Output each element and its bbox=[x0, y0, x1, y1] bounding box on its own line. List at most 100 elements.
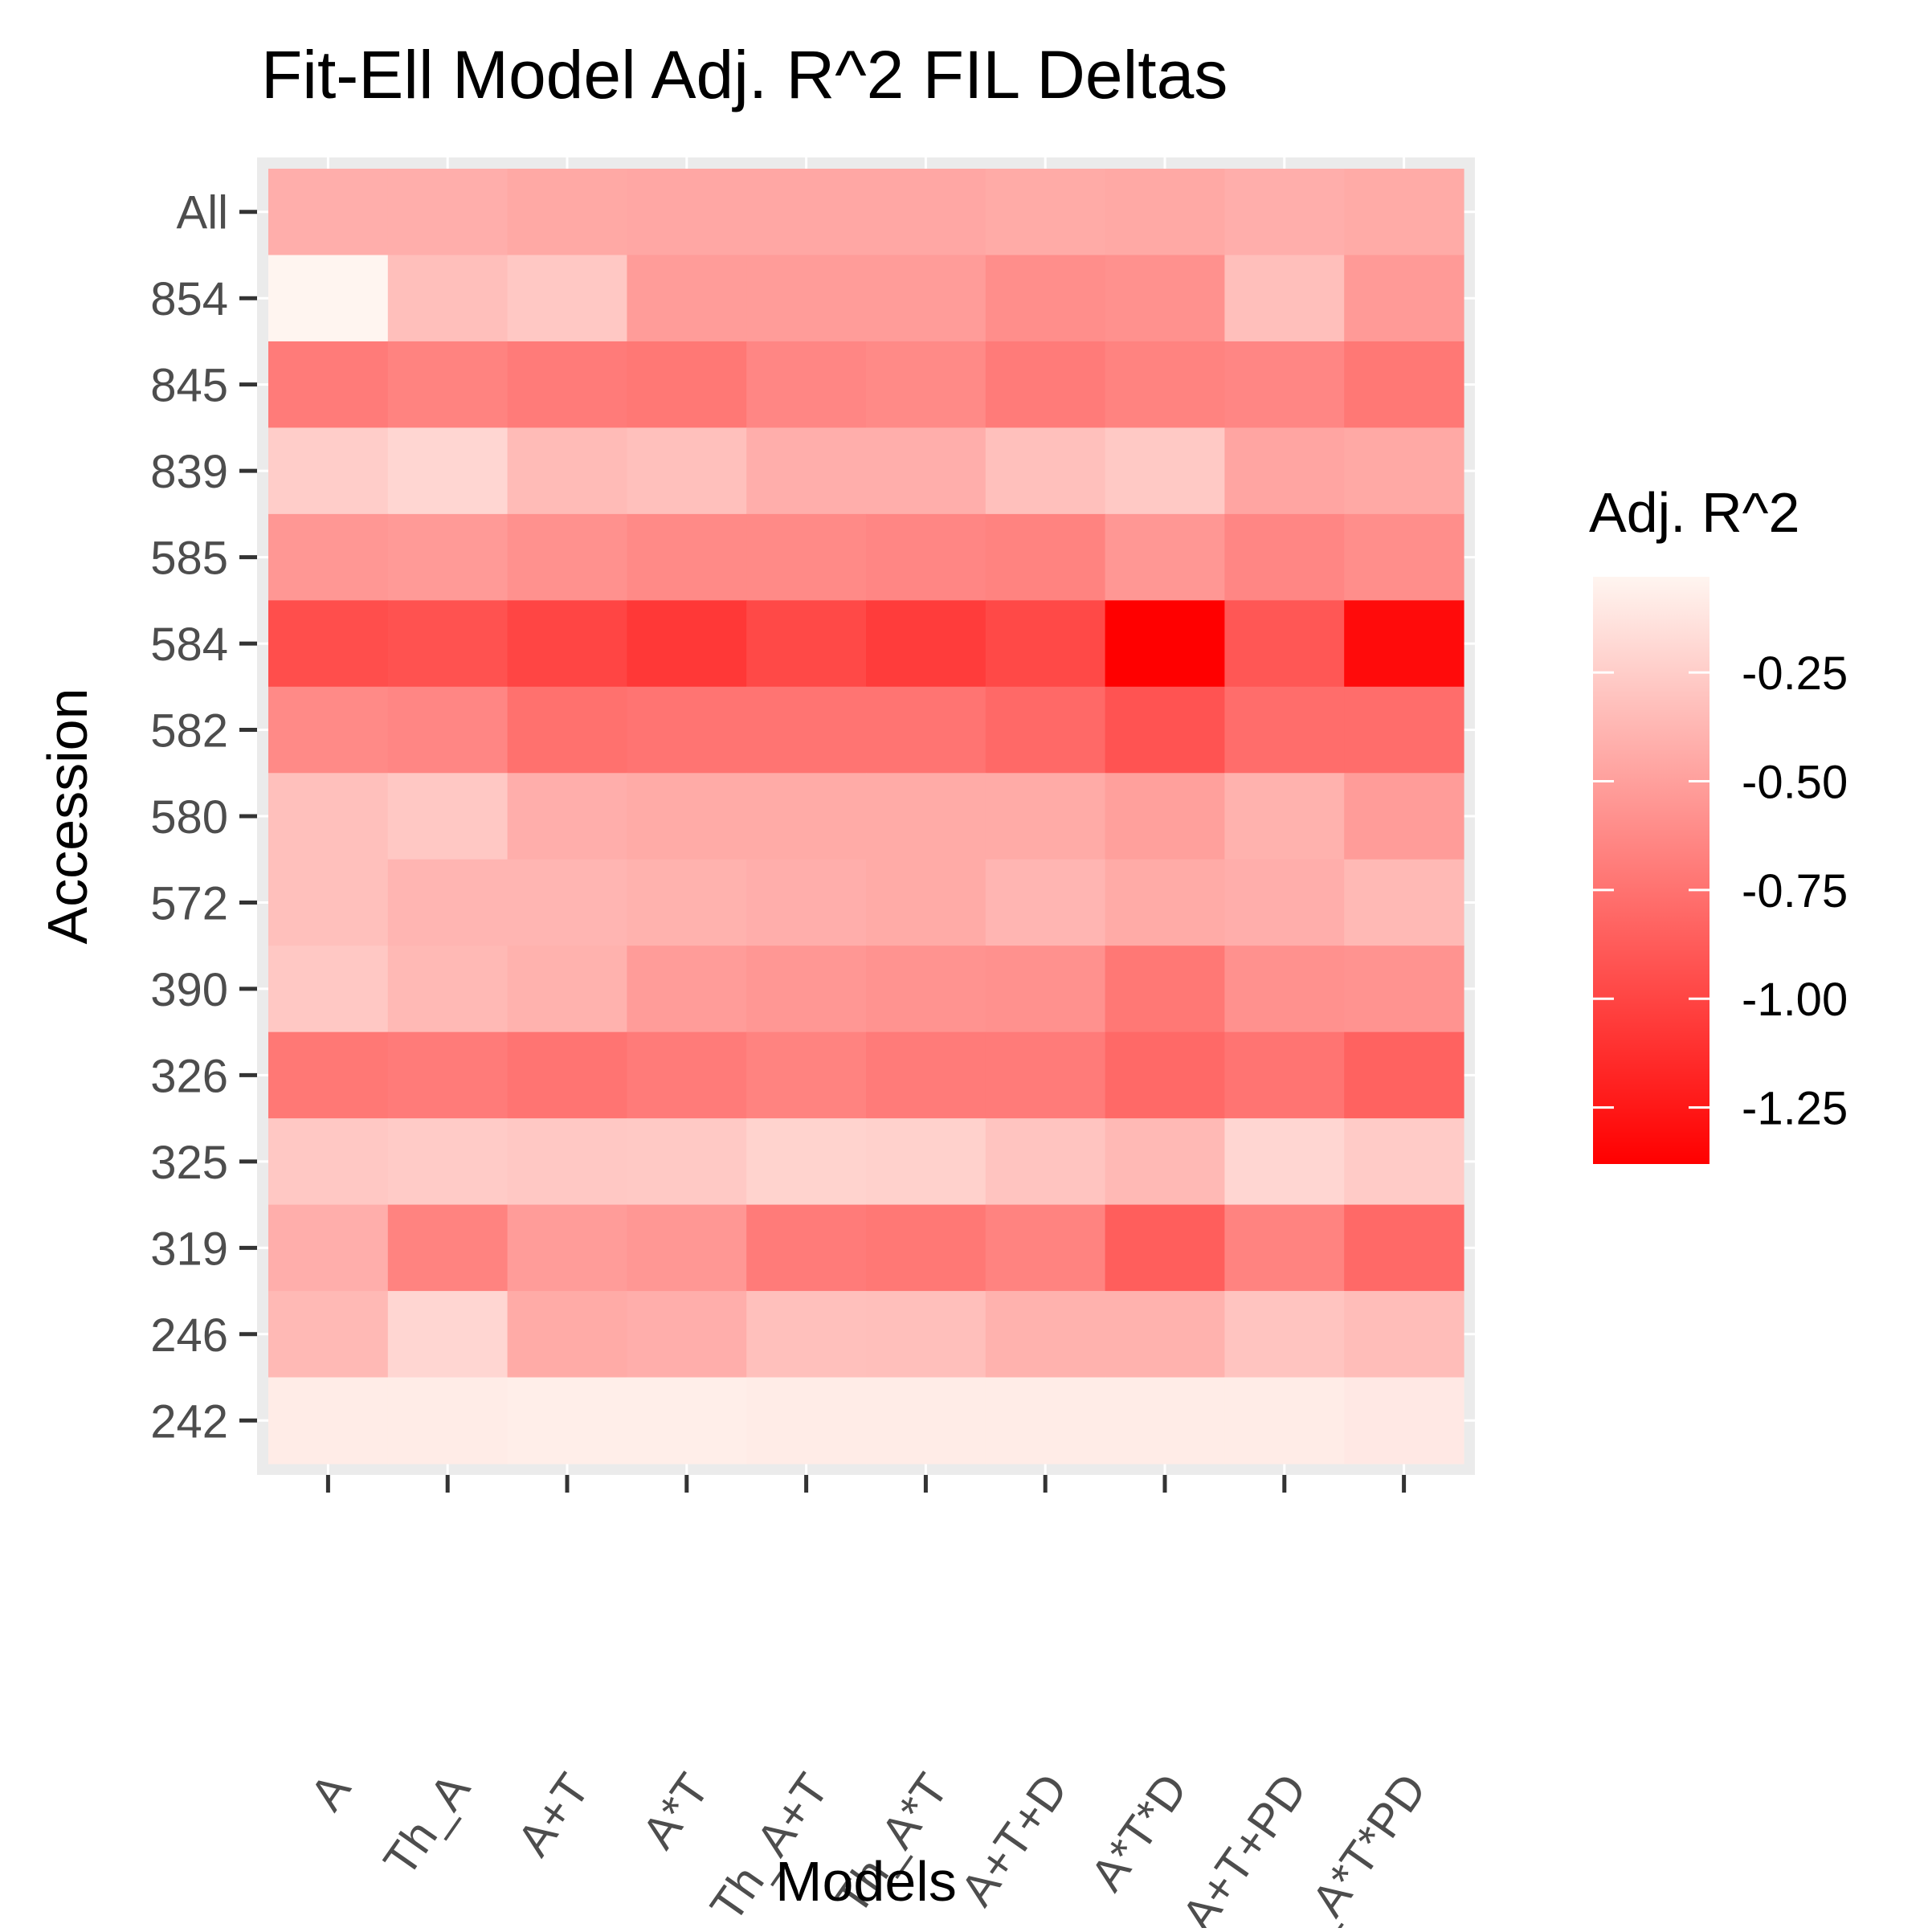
y-tick-label: 242 bbox=[150, 1395, 228, 1448]
x-tick-label: A*T*D bbox=[1080, 1764, 1198, 1900]
heatmap-cell bbox=[746, 427, 867, 515]
heatmap-cell bbox=[387, 1031, 509, 1119]
heatmap-cell bbox=[1224, 1118, 1345, 1206]
colorbar-tick-label: -0.50 bbox=[1742, 756, 1848, 808]
heatmap-cell bbox=[985, 859, 1106, 946]
heatmap-cell bbox=[387, 427, 509, 515]
heatmap-cell bbox=[268, 427, 389, 515]
colorbar-tick-label: -0.75 bbox=[1742, 865, 1848, 917]
heatmap-cell bbox=[1344, 255, 1464, 342]
y-tick-label: 326 bbox=[150, 1050, 228, 1102]
heatmap-cell bbox=[507, 686, 627, 774]
heatmap-cell bbox=[746, 1118, 867, 1206]
colorbar-tick-label: -0.25 bbox=[1742, 647, 1848, 700]
heatmap-cell bbox=[1105, 1204, 1225, 1292]
heatmap-cell bbox=[746, 859, 867, 946]
y-tick-label: 325 bbox=[150, 1137, 228, 1189]
heatmap-cell bbox=[1344, 773, 1464, 860]
x-axis-label: Models bbox=[775, 1850, 957, 1913]
heatmap-cell bbox=[627, 1377, 747, 1464]
heatmap-cell bbox=[1224, 600, 1345, 688]
heatmap-cell bbox=[1105, 513, 1225, 601]
heatmap-cell bbox=[507, 169, 627, 256]
heatmap-cell bbox=[268, 513, 389, 601]
heatmap-cell bbox=[866, 773, 986, 860]
heatmap-cell bbox=[387, 169, 509, 256]
heatmap-cell bbox=[866, 1204, 986, 1292]
heatmap-cell bbox=[1224, 169, 1345, 256]
heatmap-cell bbox=[1105, 341, 1225, 428]
heatmap-cell bbox=[268, 686, 389, 774]
heatmap-cell bbox=[1224, 341, 1345, 428]
y-tick-label: 585 bbox=[150, 533, 228, 585]
heatmap-cell bbox=[1344, 169, 1464, 256]
heatmap-cell bbox=[507, 946, 627, 1033]
heatmap-cell bbox=[387, 946, 509, 1033]
heatmap-cell bbox=[627, 427, 747, 515]
heatmap-cell bbox=[627, 600, 747, 688]
heatmap-cell bbox=[268, 255, 389, 342]
y-tick-label: 854 bbox=[150, 273, 228, 325]
heatmap-cell bbox=[627, 859, 747, 946]
heatmap-cell bbox=[985, 1118, 1106, 1206]
heatmap-cell bbox=[985, 1377, 1106, 1464]
heatmap-cell bbox=[268, 600, 389, 688]
heatmap-cell bbox=[627, 1118, 747, 1206]
chart-title: Fit-Ell Model Adj. R^2 FIL Deltas bbox=[261, 37, 1227, 112]
heatmap-cell bbox=[1344, 600, 1464, 688]
heatmap-cell bbox=[387, 1291, 509, 1379]
heatmap-cell bbox=[268, 946, 389, 1033]
heatmap-cell bbox=[985, 1031, 1106, 1119]
heatmap-cell bbox=[746, 513, 867, 601]
x-tick-label: Th_A bbox=[374, 1764, 480, 1885]
heatmap-cell bbox=[1105, 255, 1225, 342]
heatmap-cell bbox=[1224, 255, 1345, 342]
heatmap-cell bbox=[387, 859, 509, 946]
heatmap-cell bbox=[985, 427, 1106, 515]
heatmap-cell bbox=[1224, 1377, 1345, 1464]
heatmap-cell bbox=[746, 169, 867, 256]
y-axis-label: Accession bbox=[36, 688, 99, 944]
heatmap-cell bbox=[1105, 169, 1225, 256]
heatmap-cell bbox=[627, 773, 747, 860]
heatmap-cell bbox=[866, 255, 986, 342]
heatmap-cell bbox=[627, 341, 747, 428]
y-tick-label: 319 bbox=[150, 1223, 228, 1275]
heatmap-cell bbox=[507, 1204, 627, 1292]
heatmap-cell bbox=[746, 341, 867, 428]
heatmap-cell bbox=[1344, 859, 1464, 946]
heatmap-cell bbox=[1105, 1031, 1225, 1119]
colorbar-tick-label: -1.25 bbox=[1742, 1083, 1848, 1135]
y-tick-label: 584 bbox=[150, 619, 228, 671]
heatmap-cell bbox=[268, 1204, 389, 1292]
heatmap-cell bbox=[1105, 1118, 1225, 1206]
heatmap-cell bbox=[507, 341, 627, 428]
heatmap-cell bbox=[1344, 1031, 1464, 1119]
y-tick-label: All bbox=[177, 187, 228, 239]
heatmap-cell bbox=[627, 513, 747, 601]
heatmap-cell bbox=[985, 341, 1106, 428]
heatmap-cell bbox=[985, 600, 1106, 688]
heatmap-cell bbox=[866, 946, 986, 1033]
heatmap-cell bbox=[1105, 1291, 1225, 1379]
heatmap-cell bbox=[746, 773, 867, 860]
heatmap-cell bbox=[387, 255, 509, 342]
heatmap-cell bbox=[507, 1291, 627, 1379]
heatmap-cell bbox=[387, 773, 509, 860]
heatmap-cell bbox=[1344, 513, 1464, 601]
heatmap-cell bbox=[268, 1291, 389, 1379]
heatmap-cell bbox=[866, 1118, 986, 1206]
heatmap-cell bbox=[1224, 946, 1345, 1033]
heatmap-cell bbox=[866, 1291, 986, 1379]
heatmap-cell bbox=[387, 600, 509, 688]
legend-title: Adj. R^2 bbox=[1589, 481, 1799, 544]
heatmap-cell bbox=[507, 1118, 627, 1206]
heatmap-cell bbox=[746, 600, 867, 688]
heatmap-cell bbox=[627, 1204, 747, 1292]
y-tick-label: 580 bbox=[150, 791, 228, 843]
heatmap-cell bbox=[627, 255, 747, 342]
heatmap-cell bbox=[387, 341, 509, 428]
heatmap-cell bbox=[866, 513, 986, 601]
heatmap-cell bbox=[1224, 859, 1345, 946]
